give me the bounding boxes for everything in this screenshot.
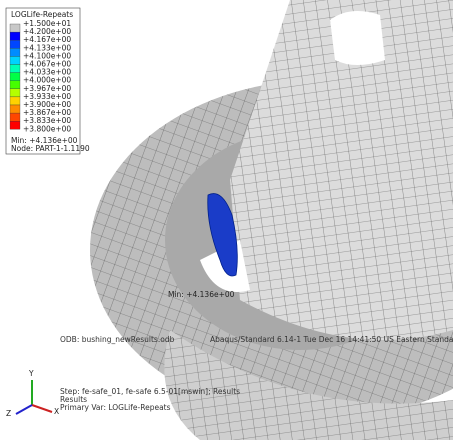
legend-label: +4.067e+00: [23, 60, 71, 69]
legend-swatch: [9, 72, 21, 81]
legend-swatch: [9, 40, 21, 49]
results: Results: [60, 395, 87, 404]
legend-swatch: [9, 112, 21, 122]
step: Step: fe-safe_01, fe-safe 6.5-01[mswin];…: [60, 387, 240, 396]
min-region: [207, 193, 238, 277]
legend-label: +4.167e+00: [23, 35, 71, 44]
legend-label: +3.933e+00: [23, 92, 71, 101]
legend-min: Min: +4.136e+00: [11, 136, 78, 145]
legend-swatch: [9, 80, 21, 89]
legend-swatch: [9, 104, 21, 114]
legend-label: +3.833e+00: [23, 116, 71, 125]
model: Min: +4.136e+00: [90, 0, 453, 440]
legend-swatch: [9, 121, 21, 130]
primary-var: Primary Var: LOGLife-Repeats: [60, 403, 171, 412]
legend-label: +4.000e+00: [23, 76, 71, 85]
legend-title: LOGLife-Repeats: [11, 10, 73, 19]
legend-swatch: [9, 96, 21, 106]
legend-label: +4.033e+00: [23, 68, 71, 77]
version: Abaqus/Standard 6.14-1 Tue Dec 16 14:41:…: [210, 335, 453, 344]
axis-z: Z: [6, 409, 11, 418]
legend-label: +3.867e+00: [23, 108, 71, 117]
legend-node: Node: PART-1-1.1190: [11, 144, 90, 153]
footer: ODB: bushing_newResults.odb Abaqus/Stand…: [60, 335, 453, 412]
legend-swatch: [9, 56, 21, 65]
legend-swatch: [9, 31, 21, 41]
legend-label: +4.200e+00: [23, 27, 71, 36]
legend-label: +4.133e+00: [23, 43, 71, 52]
legend-swatch: [9, 64, 21, 73]
legend-label: +4.100e+00: [23, 51, 71, 60]
min-annotation: Min: +4.136e+00: [168, 290, 235, 299]
triad: Y X Z: [6, 369, 59, 418]
axis-x: X: [54, 407, 59, 416]
legend: LOGLife-Repeats +1.500e+01+4.200e+00+4.1…: [5, 7, 90, 155]
axis-y: Y: [28, 369, 34, 378]
odb: ODB: bushing_newResults.odb: [60, 335, 175, 344]
legend-label: +3.967e+00: [23, 84, 71, 93]
legend-swatch: [9, 23, 21, 33]
legend-label: +3.800e+00: [23, 124, 71, 133]
legend-swatch: [9, 48, 21, 57]
legend-swatch: [9, 88, 21, 98]
legend-label: +3.900e+00: [23, 100, 71, 109]
legend-label: +1.500e+01: [23, 19, 71, 28]
